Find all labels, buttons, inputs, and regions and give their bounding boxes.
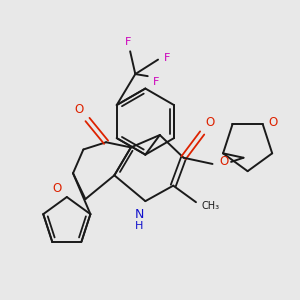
Text: N: N xyxy=(134,208,144,221)
Text: F: F xyxy=(125,37,131,47)
Text: F: F xyxy=(164,52,170,62)
Text: O: O xyxy=(75,103,84,116)
Text: H: H xyxy=(135,221,143,231)
Text: O: O xyxy=(206,116,215,129)
Text: F: F xyxy=(153,77,159,87)
Text: O: O xyxy=(219,155,229,168)
Text: O: O xyxy=(52,182,61,195)
Text: CH₃: CH₃ xyxy=(201,201,220,211)
Text: O: O xyxy=(268,116,278,129)
